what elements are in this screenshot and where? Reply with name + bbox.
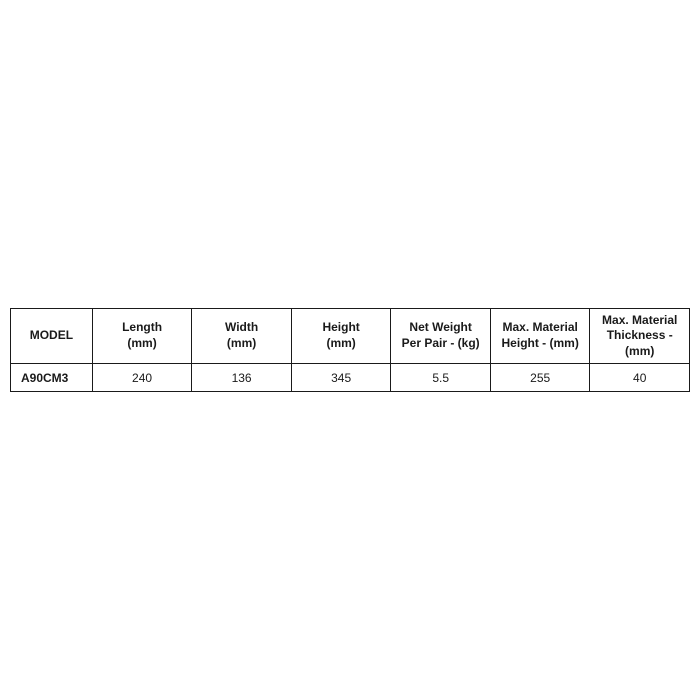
header-label-line1: Max. Material (602, 313, 677, 327)
header-model: MODEL (11, 308, 93, 364)
cell-height: 345 (291, 364, 391, 392)
header-length: Length (mm) (92, 308, 192, 364)
spec-table-container: MODEL Length (mm) Width (mm) Height (mm)… (10, 308, 690, 393)
header-height: Height (mm) (291, 308, 391, 364)
header-label-line2: (mm) (326, 336, 355, 350)
spec-table: MODEL Length (mm) Width (mm) Height (mm)… (10, 308, 690, 393)
header-row: MODEL Length (mm) Width (mm) Height (mm)… (11, 308, 690, 364)
header-label-line2: (mm) (227, 336, 256, 350)
table-header: MODEL Length (mm) Width (mm) Height (mm)… (11, 308, 690, 364)
cell-max-height: 255 (490, 364, 590, 392)
header-label-line1: Net Weight (409, 320, 471, 334)
cell-width: 136 (192, 364, 292, 392)
cell-model: A90CM3 (11, 364, 93, 392)
header-label-line2: Thickness - (mm) (607, 328, 673, 358)
header-label-line1: Length (122, 320, 162, 334)
header-label-line2: (mm) (127, 336, 156, 350)
cell-length: 240 (92, 364, 192, 392)
header-label-line1: Width (225, 320, 258, 334)
table-row: A90CM3 240 136 345 5.5 255 40 (11, 364, 690, 392)
header-label-line2: Per Pair - (kg) (402, 336, 480, 350)
header-max-material-height: Max. Material Height - (mm) (490, 308, 590, 364)
header-label-line1: Height (322, 320, 359, 334)
header-net-weight: Net Weight Per Pair - (kg) (391, 308, 491, 364)
header-label-line1: Max. Material (503, 320, 578, 334)
cell-max-thickness: 40 (590, 364, 690, 392)
header-label: MODEL (30, 328, 73, 342)
cell-net-weight: 5.5 (391, 364, 491, 392)
header-width: Width (mm) (192, 308, 292, 364)
table-body: A90CM3 240 136 345 5.5 255 40 (11, 364, 690, 392)
header-max-material-thickness: Max. Material Thickness - (mm) (590, 308, 690, 364)
header-label-line2: Height - (mm) (502, 336, 579, 350)
